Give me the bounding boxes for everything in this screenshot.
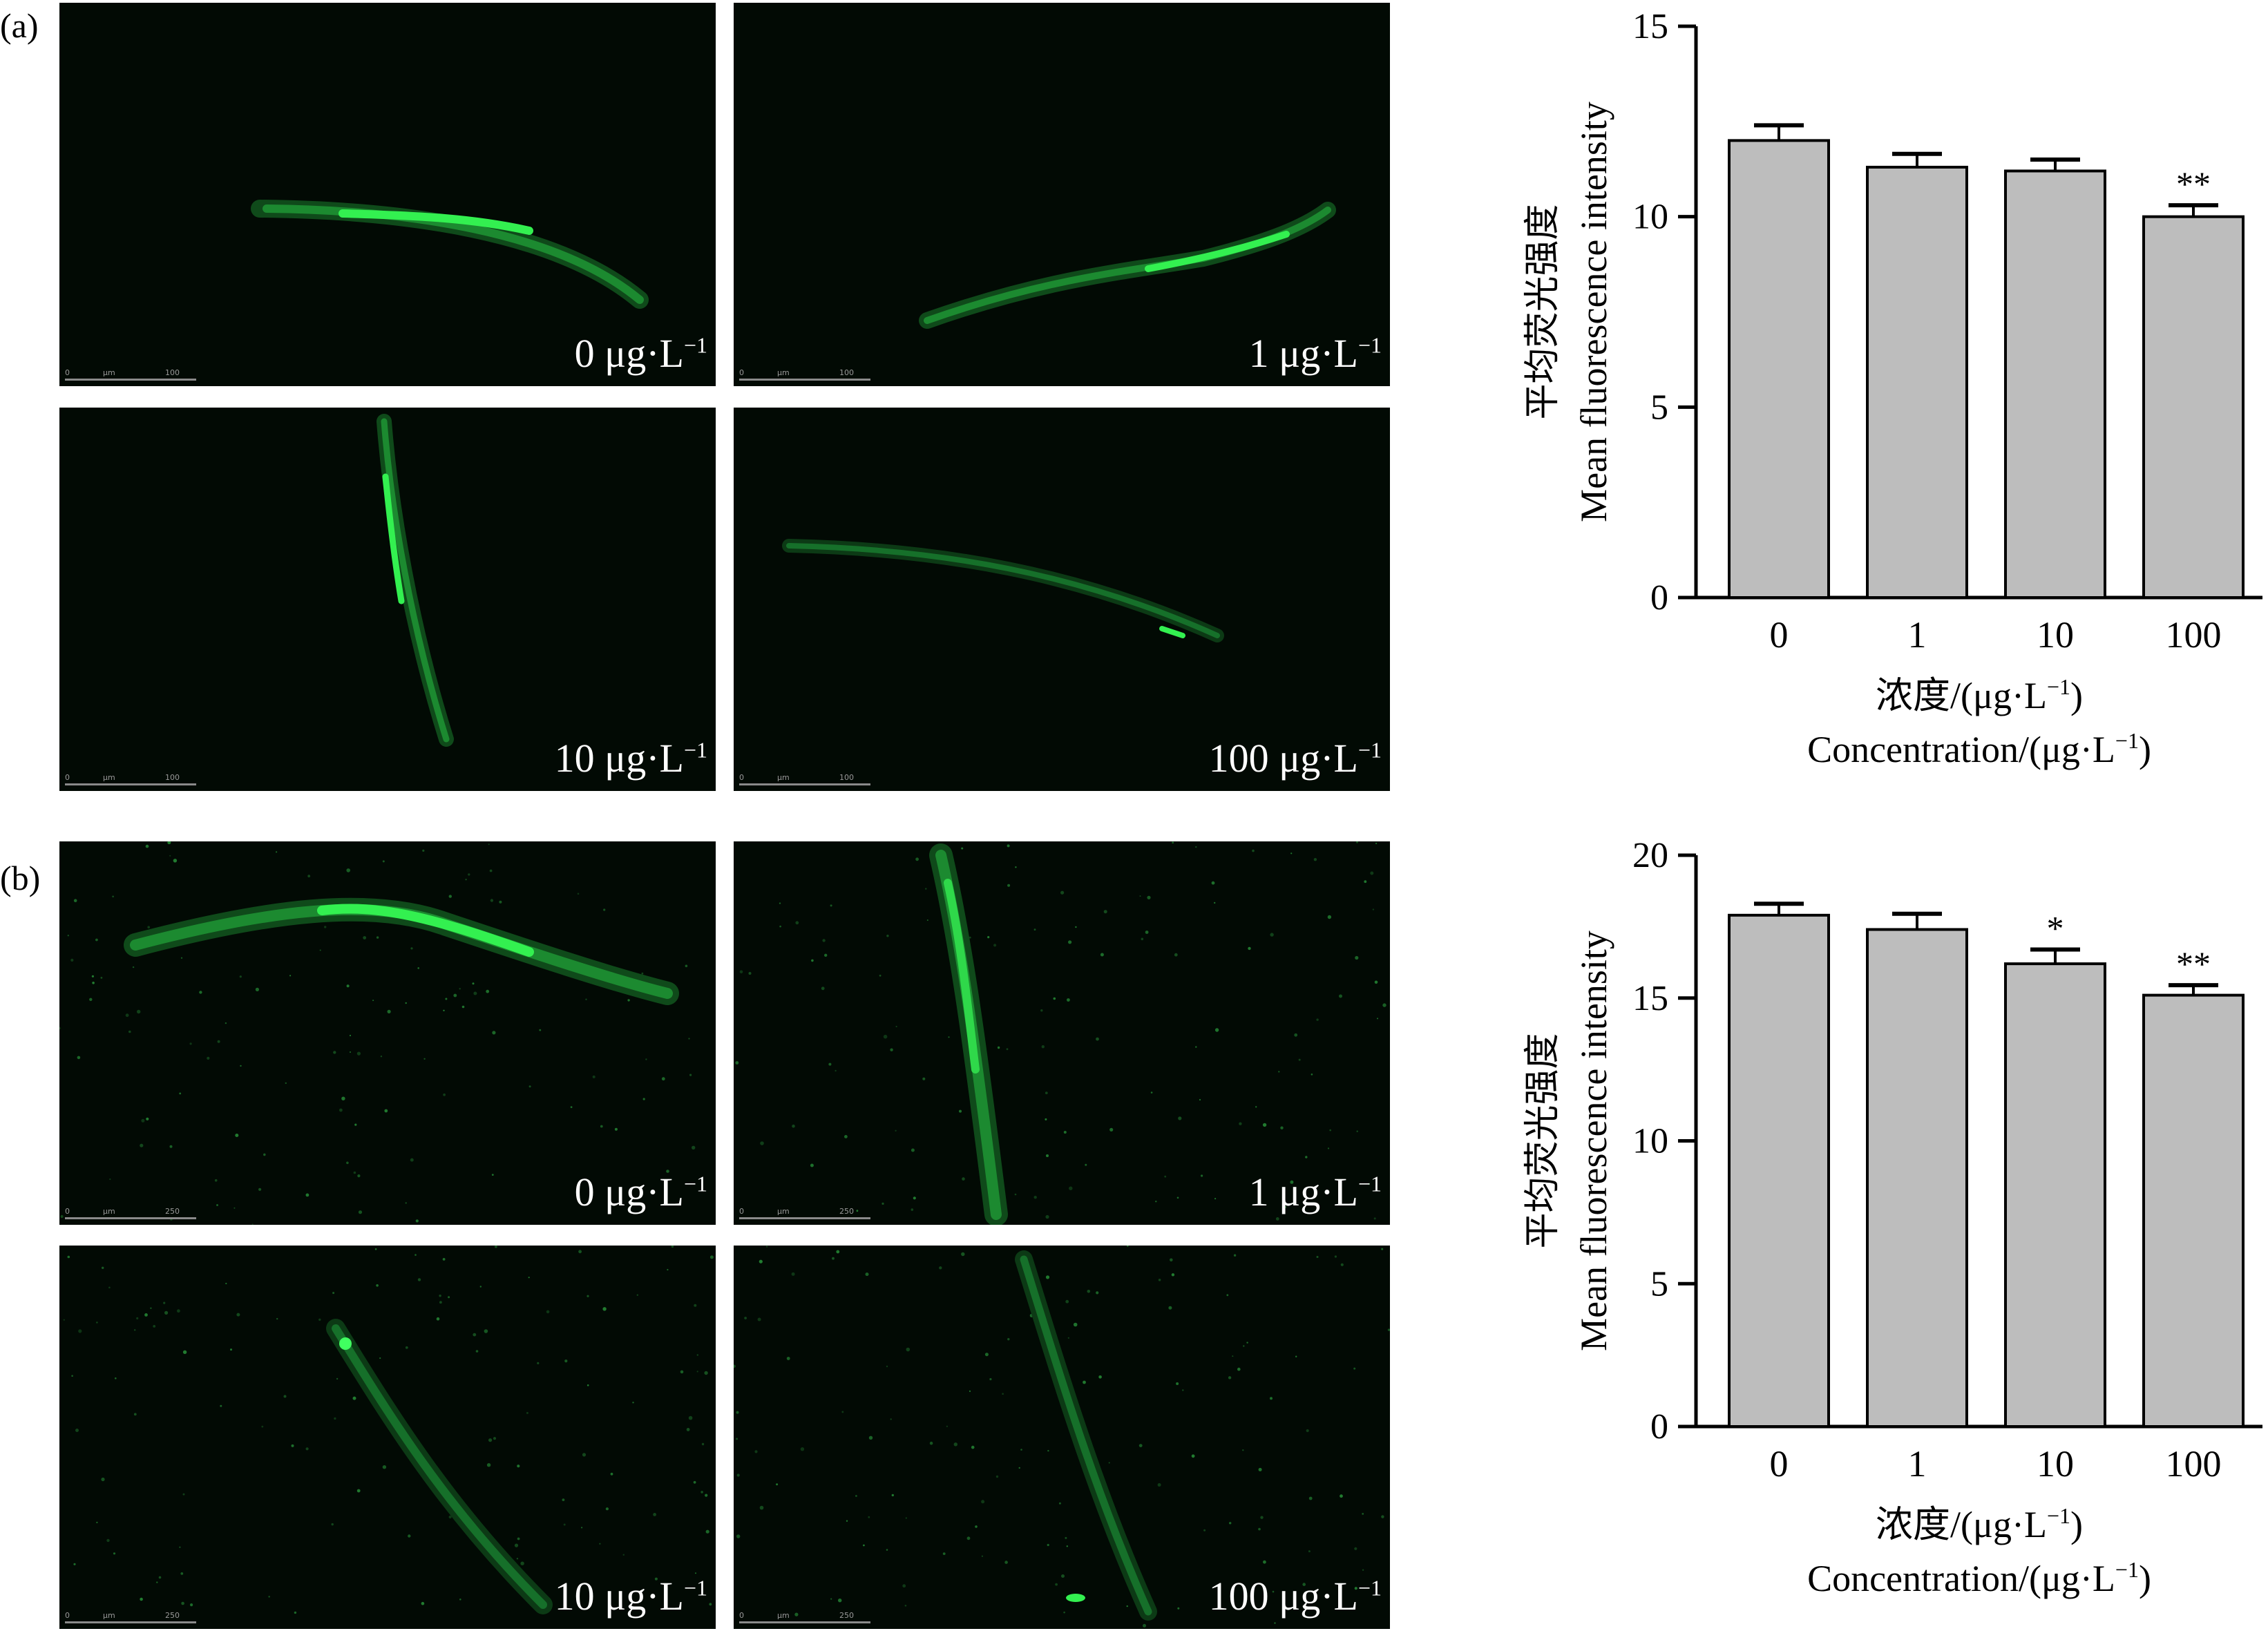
scale-bar: 0 μm 250	[739, 1608, 884, 1626]
micrograph-b-0: 0 μm 250 0 μg·L−1	[59, 841, 716, 1225]
y-tick-label: 5	[1650, 388, 1668, 427]
x-tick-label: 1	[1908, 1443, 1927, 1485]
scale-bar: 0 μm 100	[739, 770, 884, 788]
y-tick-label: 0	[1650, 1407, 1668, 1447]
bar	[1728, 139, 1830, 599]
bar	[2142, 215, 2245, 599]
x-axis-label-cn: 浓度/(μg·L−1)	[1876, 674, 2083, 716]
worm-fluorescence-image	[377, 414, 454, 747]
y-tick-label: 15	[1632, 7, 1668, 46]
concentration-label: 0 μg·L−1	[574, 1170, 707, 1214]
bar	[2142, 993, 2245, 1429]
worm-fluorescence-image	[734, 1246, 1390, 1628]
concentration-label: 1 μg·L−1	[1248, 1170, 1382, 1214]
panel-label-b: (b)	[0, 859, 41, 897]
bar-chart-b: 0 5 10 15 20 0 1 * 10 ** 100 平均荧光强度 Mean fluorescenc…	[1523, 836, 2262, 1599]
y-tick-label: 20	[1632, 836, 1668, 875]
scale-bar: 0 μm 250	[65, 1204, 210, 1222]
significance-marker: *	[2047, 908, 2064, 947]
scale-bar: 0 μm 250	[739, 1204, 884, 1222]
worm-fluorescence-image	[251, 200, 649, 309]
micrograph-a-1: 0 μm 100 1 μg·L−1	[734, 3, 1390, 386]
micrograph-b-2: 0 μm 250 10 μg·L−1	[59, 1246, 716, 1629]
x-axis-label-en-text: Concentration/(μg·L	[1807, 729, 2115, 770]
scale-bar: 0 μm 100	[65, 770, 210, 788]
x-axis-label-cn-close: )	[2070, 675, 2083, 716]
significance-marker: **	[2176, 944, 2211, 983]
y-tick-label: 10	[1632, 198, 1668, 237]
concentration-label: 100 μg·L−1	[1208, 1574, 1382, 1619]
x-tick-label: 10	[2037, 614, 2074, 656]
worm-fluorescence-image	[63, 1246, 714, 1614]
worm-fluorescence-image	[59, 841, 696, 1225]
scale-bar: 0 μm 250	[65, 1608, 210, 1626]
bar	[1866, 165, 1968, 599]
bar	[2004, 169, 2106, 600]
concentration-label: 0 μg·L−1	[574, 331, 707, 376]
worm-fluorescence-image	[919, 202, 1336, 329]
panel-label-a: (a)	[0, 6, 39, 45]
x-axis-label-en-close: )	[2139, 1558, 2151, 1599]
y-tick-label: 0	[1650, 578, 1668, 618]
x-tick-label: 100	[2166, 614, 2222, 656]
y-axis-label-cn: 平均荧光强度	[1523, 1033, 1563, 1248]
micrograph-b-3: 0 μm 250 100 μg·L−1	[734, 1246, 1390, 1629]
bar-chart-a: 0 5 10 15 0 1 10 ** 100 平均荧光强度 Mean fluorescence i…	[1523, 7, 2262, 770]
worm-fluorescence-image	[735, 841, 1386, 1225]
bar	[1866, 928, 1968, 1428]
micrograph-b-1: 0 μm 250 1 μg·L−1	[734, 841, 1390, 1225]
y-tick-label: 5	[1650, 1264, 1668, 1304]
significance-marker: **	[2176, 164, 2211, 203]
y-axis-label-en: Mean fluorescence intensity	[1573, 102, 1614, 522]
x-axis-label-en: Concentration/(μg·L−1)	[1807, 1557, 2151, 1599]
x-axis-label-en-close: )	[2139, 729, 2151, 770]
bar	[1728, 913, 1830, 1428]
x-axis-label-cn-text: 浓度/(μg·L	[1876, 1504, 2047, 1545]
x-tick-label: 1	[1908, 614, 1927, 656]
worm-fluorescence-image	[782, 539, 1224, 642]
x-axis-label-cn-superscript: −1	[2047, 674, 2070, 699]
concentration-label: 10 μg·L−1	[554, 736, 707, 781]
y-axis-label-cn: 平均荧光强度	[1523, 204, 1563, 419]
x-axis-label-en: Concentration/(μg·L−1)	[1807, 728, 2151, 770]
x-axis-label-cn-close: )	[2070, 1504, 2083, 1545]
scale-bar: 0 μm 100	[739, 365, 884, 383]
x-tick-label: 10	[2037, 1443, 2074, 1485]
x-axis-label-en-superscript: −1	[2115, 1557, 2139, 1582]
micrograph-a-3: 0 μm 100 100 μg·L−1	[734, 408, 1390, 791]
concentration-label: 10 μg·L−1	[554, 1574, 707, 1619]
x-axis-label-en-superscript: −1	[2115, 728, 2139, 753]
y-tick-label: 15	[1632, 979, 1668, 1018]
x-tick-label: 0	[1770, 614, 1789, 656]
x-axis-label-en-text: Concentration/(μg·L	[1807, 1558, 2115, 1599]
y-tick-label: 10	[1632, 1122, 1668, 1161]
bar	[2004, 962, 2106, 1428]
micrograph-a-0: 0 μm 100 0 μg·L−1	[59, 3, 716, 386]
x-tick-label: 100	[2166, 1443, 2222, 1485]
scale-bar: 0 μm 100	[65, 365, 210, 383]
x-axis-label-cn-text: 浓度/(μg·L	[1876, 675, 2047, 716]
x-tick-label: 0	[1770, 1443, 1789, 1485]
concentration-label: 100 μg·L−1	[1208, 736, 1382, 781]
y-axis-label-en: Mean fluorescence intensity	[1573, 931, 1614, 1351]
concentration-label: 1 μg·L−1	[1248, 331, 1382, 376]
x-axis-label-cn-superscript: −1	[2047, 1503, 2070, 1528]
x-axis-label-cn: 浓度/(μg·L−1)	[1876, 1503, 2083, 1545]
micrograph-a-2: 0 μm 100 10 μg·L−1	[59, 408, 716, 791]
